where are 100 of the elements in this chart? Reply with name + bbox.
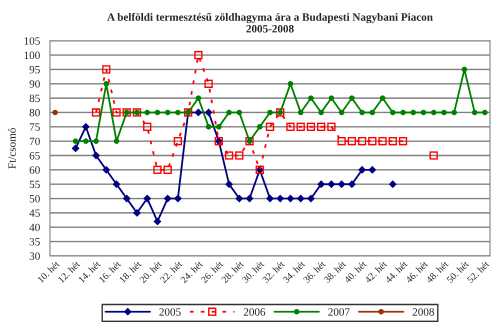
point <box>246 194 254 202</box>
y-tick-label: 50 <box>30 195 40 202</box>
point <box>430 151 438 160</box>
point <box>316 122 326 131</box>
point <box>286 194 294 202</box>
point <box>153 166 162 174</box>
point <box>194 50 203 60</box>
point <box>144 194 151 202</box>
point <box>133 209 141 217</box>
point <box>318 110 324 116</box>
point <box>358 136 366 146</box>
legend-label: 2008 <box>412 308 434 316</box>
point <box>472 110 478 116</box>
chart-title: A belföldi termesztésű zöldhagyma ára a Budapesti Nagybani Piacon 2005-2008 <box>107 12 433 33</box>
point <box>368 136 376 146</box>
point <box>93 138 99 144</box>
y-tick-label: 105 <box>24 37 40 45</box>
point <box>307 194 315 202</box>
legend-label: 2006 <box>244 308 266 316</box>
point <box>441 110 447 116</box>
point <box>82 123 90 130</box>
point <box>83 138 89 144</box>
point <box>216 124 222 130</box>
point <box>224 151 234 160</box>
y-tick-label: 40 <box>29 224 40 232</box>
point <box>451 110 457 116</box>
point <box>235 151 244 160</box>
point <box>482 110 488 116</box>
point <box>164 166 172 174</box>
y-tick-label: 55 <box>30 180 40 188</box>
point <box>174 194 182 202</box>
point <box>348 180 356 188</box>
point <box>462 66 468 72</box>
y-axis-title: Ft/csomó <box>8 128 16 169</box>
point <box>328 180 336 188</box>
point <box>306 122 316 131</box>
x-tick-label: 10. hét <box>37 260 60 284</box>
point <box>143 122 152 131</box>
point <box>410 110 416 116</box>
point <box>104 81 110 87</box>
point <box>378 136 387 146</box>
point <box>368 166 376 174</box>
point <box>388 136 397 146</box>
y-tick-label: 95 <box>30 66 40 74</box>
point <box>256 124 263 130</box>
point <box>296 122 305 131</box>
point <box>226 110 232 116</box>
point <box>348 136 356 146</box>
point <box>92 108 100 117</box>
point <box>102 166 110 174</box>
point <box>175 110 181 116</box>
point <box>398 136 408 146</box>
point <box>308 95 314 101</box>
point <box>349 95 355 101</box>
point <box>72 138 78 144</box>
point <box>359 110 365 116</box>
point <box>297 194 304 202</box>
point <box>206 124 212 130</box>
point <box>430 110 436 116</box>
point <box>92 152 100 160</box>
point <box>194 108 202 116</box>
point <box>286 122 295 131</box>
point <box>154 110 160 116</box>
point <box>236 110 242 116</box>
y-tick-label: 70 <box>30 138 40 146</box>
y-tick-label: 35 <box>30 238 40 246</box>
point <box>114 138 120 144</box>
y-tick-label: 60 <box>30 166 40 174</box>
y-tick-label: 100 <box>24 52 40 60</box>
point <box>338 110 344 116</box>
point <box>112 108 121 117</box>
legend-label: 2007 <box>328 308 350 316</box>
point <box>420 110 426 116</box>
point <box>174 136 182 146</box>
point <box>266 194 274 202</box>
point <box>276 194 284 202</box>
point <box>102 65 110 74</box>
point <box>400 110 406 116</box>
point <box>338 180 346 188</box>
point <box>266 122 274 131</box>
point <box>204 108 212 116</box>
point <box>164 110 170 116</box>
point <box>144 110 150 116</box>
point <box>389 180 396 188</box>
y-tick-label: 45 <box>29 209 40 217</box>
point <box>123 194 130 202</box>
point <box>267 110 273 116</box>
y-tick-label: 90 <box>30 80 40 88</box>
point <box>112 180 120 188</box>
point <box>204 80 213 88</box>
point <box>225 180 233 188</box>
y-tick-label: 65 <box>30 152 40 160</box>
point <box>390 110 396 116</box>
y-tick-label: 85 <box>30 94 40 102</box>
legend-label: 2005 <box>159 308 181 316</box>
point <box>337 136 346 146</box>
point <box>164 194 172 202</box>
point <box>358 166 366 174</box>
y-tick-label: 80 <box>30 108 40 116</box>
y-tick-label: 75 <box>30 123 40 131</box>
